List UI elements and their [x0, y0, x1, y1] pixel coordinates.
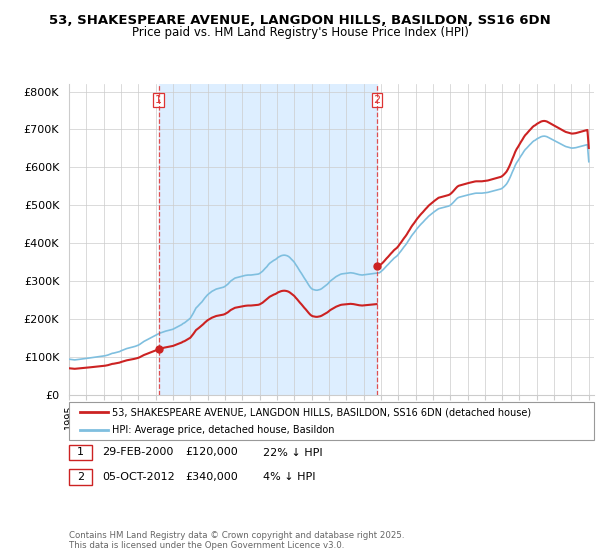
Text: 2: 2	[373, 95, 380, 105]
Text: 22% ↓ HPI: 22% ↓ HPI	[263, 447, 322, 458]
Text: Price paid vs. HM Land Registry's House Price Index (HPI): Price paid vs. HM Land Registry's House …	[131, 26, 469, 39]
Text: £120,000: £120,000	[185, 447, 238, 458]
Text: Contains HM Land Registry data © Crown copyright and database right 2025.
This d: Contains HM Land Registry data © Crown c…	[69, 530, 404, 550]
Text: 53, SHAKESPEARE AVENUE, LANGDON HILLS, BASILDON, SS16 6DN (detached house): 53, SHAKESPEARE AVENUE, LANGDON HILLS, B…	[112, 407, 532, 417]
Text: 1: 1	[77, 447, 84, 458]
Text: £340,000: £340,000	[185, 472, 238, 482]
Text: 53, SHAKESPEARE AVENUE, LANGDON HILLS, BASILDON, SS16 6DN: 53, SHAKESPEARE AVENUE, LANGDON HILLS, B…	[49, 14, 551, 27]
Text: 05-OCT-2012: 05-OCT-2012	[103, 472, 175, 482]
Text: 2: 2	[77, 472, 84, 482]
Text: HPI: Average price, detached house, Basildon: HPI: Average price, detached house, Basi…	[112, 425, 335, 435]
Text: 29-FEB-2000: 29-FEB-2000	[103, 447, 174, 458]
Text: 4% ↓ HPI: 4% ↓ HPI	[263, 472, 316, 482]
Text: 1: 1	[155, 95, 162, 105]
Bar	[158, 84, 377, 395]
